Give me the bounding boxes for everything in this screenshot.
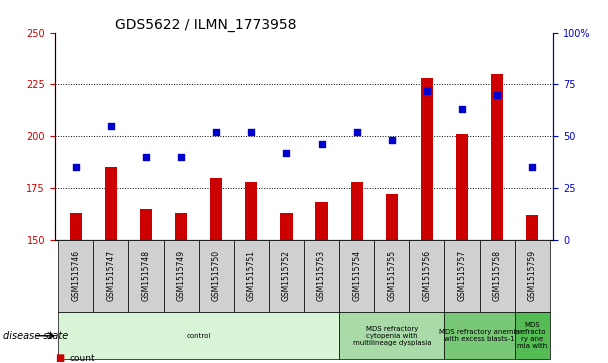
Bar <box>58 240 94 312</box>
Bar <box>351 182 363 240</box>
Point <box>106 123 116 129</box>
Bar <box>339 240 374 312</box>
Bar <box>491 74 503 240</box>
Text: GSM1515752: GSM1515752 <box>282 250 291 301</box>
Point <box>457 106 467 112</box>
Bar <box>140 208 152 240</box>
Text: GSM1515746: GSM1515746 <box>71 250 80 301</box>
Text: GSM1515753: GSM1515753 <box>317 250 326 301</box>
Point <box>212 129 221 135</box>
Text: MDS
refracto
ry ane
mia with: MDS refracto ry ane mia with <box>517 322 547 349</box>
Bar <box>269 240 304 312</box>
Text: control: control <box>187 333 211 339</box>
Bar <box>280 213 292 240</box>
Bar <box>526 215 538 240</box>
Bar <box>128 240 164 312</box>
Bar <box>304 240 339 312</box>
Bar <box>339 312 444 359</box>
Bar <box>210 178 223 240</box>
Text: GSM1515749: GSM1515749 <box>176 250 185 301</box>
Text: GSM1515747: GSM1515747 <box>106 250 116 301</box>
Point <box>317 142 326 147</box>
Text: MDS refractory anemia
with excess blasts-1: MDS refractory anemia with excess blasts… <box>439 329 520 342</box>
Bar <box>421 78 433 240</box>
Bar <box>316 202 328 240</box>
Bar <box>94 240 128 312</box>
Text: disease state: disease state <box>3 331 68 341</box>
Bar <box>234 240 269 312</box>
Point <box>422 88 432 94</box>
Bar <box>175 213 187 240</box>
Text: GSM1515757: GSM1515757 <box>457 250 466 301</box>
Bar <box>58 312 339 359</box>
Point <box>352 129 362 135</box>
Bar <box>480 240 514 312</box>
Text: GDS5622 / ILMN_1773958: GDS5622 / ILMN_1773958 <box>114 18 296 32</box>
Bar <box>374 240 409 312</box>
Text: GSM1515756: GSM1515756 <box>423 250 432 301</box>
Text: ■: ■ <box>55 353 64 363</box>
Text: GSM1515751: GSM1515751 <box>247 250 256 301</box>
Text: GSM1515759: GSM1515759 <box>528 250 537 301</box>
Bar <box>444 312 514 359</box>
Bar <box>70 213 82 240</box>
Bar <box>514 312 550 359</box>
Bar <box>385 194 398 240</box>
Bar <box>514 240 550 312</box>
Point <box>527 164 537 170</box>
Point <box>71 164 81 170</box>
Bar <box>444 240 480 312</box>
Bar <box>105 167 117 240</box>
Text: MDS refractory
cytopenia with
multilineage dysplasia: MDS refractory cytopenia with multilinea… <box>353 326 431 346</box>
Bar <box>199 240 234 312</box>
Point <box>282 150 291 156</box>
Bar <box>245 182 257 240</box>
Bar <box>409 240 444 312</box>
Text: count: count <box>70 354 95 363</box>
Text: GSM1515758: GSM1515758 <box>492 250 502 301</box>
Text: GSM1515755: GSM1515755 <box>387 250 396 301</box>
Text: GSM1515750: GSM1515750 <box>212 250 221 301</box>
Point <box>246 129 256 135</box>
Point <box>176 154 186 160</box>
Text: GSM1515754: GSM1515754 <box>352 250 361 301</box>
Point <box>387 137 396 143</box>
Text: GSM1515748: GSM1515748 <box>142 250 151 301</box>
Bar <box>456 134 468 240</box>
Point <box>141 154 151 160</box>
Point <box>492 92 502 98</box>
Bar <box>164 240 199 312</box>
